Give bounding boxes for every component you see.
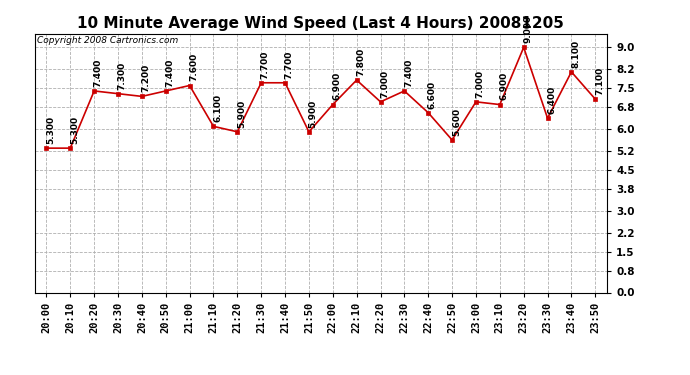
Text: 6.900: 6.900: [500, 72, 509, 100]
Text: 8.100: 8.100: [571, 40, 580, 68]
Text: 7.400: 7.400: [404, 58, 413, 87]
Text: 7.400: 7.400: [94, 58, 103, 87]
Text: 5.900: 5.900: [237, 99, 246, 128]
Text: 7.400: 7.400: [166, 58, 175, 87]
Text: 6.900: 6.900: [333, 72, 342, 100]
Text: 5.300: 5.300: [70, 116, 79, 144]
Text: 7.200: 7.200: [141, 64, 150, 92]
Text: 5.600: 5.600: [452, 108, 461, 136]
Text: 9.000: 9.000: [523, 15, 533, 43]
Text: 7.700: 7.700: [285, 50, 294, 79]
Text: 7.700: 7.700: [261, 50, 270, 79]
Text: 7.600: 7.600: [189, 53, 198, 81]
Text: 6.400: 6.400: [547, 86, 556, 114]
Text: 5.300: 5.300: [46, 116, 55, 144]
Text: 6.600: 6.600: [428, 81, 437, 109]
Title: 10 Minute Average Wind Speed (Last 4 Hours) 20081205: 10 Minute Average Wind Speed (Last 4 Hou…: [77, 16, 564, 31]
Text: 7.000: 7.000: [475, 69, 484, 98]
Text: 7.800: 7.800: [356, 48, 365, 76]
Text: Copyright 2008 Cartronics.com: Copyright 2008 Cartronics.com: [37, 36, 179, 45]
Text: 7.100: 7.100: [595, 67, 604, 95]
Text: 7.000: 7.000: [380, 69, 389, 98]
Text: 6.100: 6.100: [213, 94, 222, 122]
Text: 7.300: 7.300: [118, 61, 127, 90]
Text: 5.900: 5.900: [308, 99, 317, 128]
